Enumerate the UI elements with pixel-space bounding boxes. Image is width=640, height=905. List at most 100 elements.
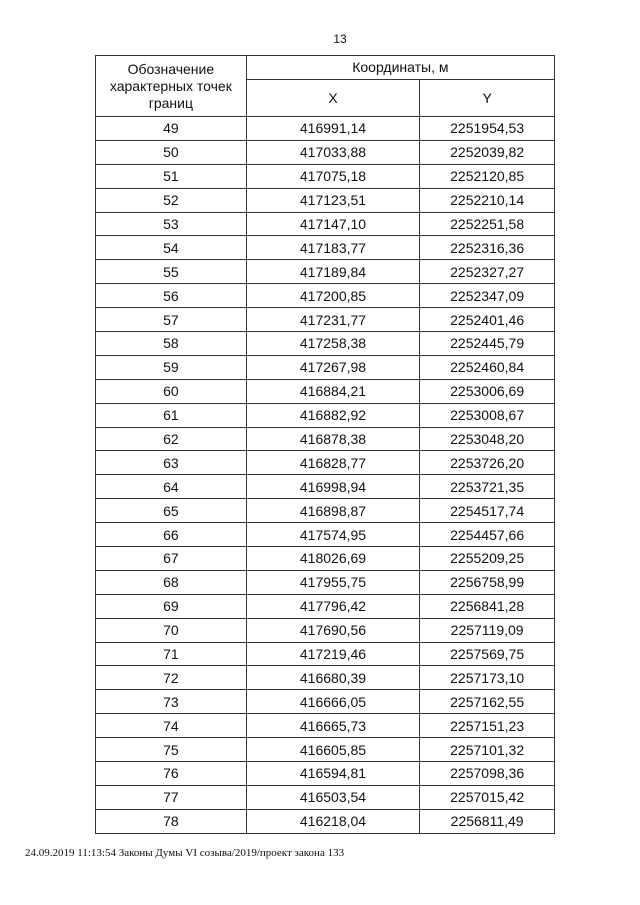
x-cell: 416991,14 — [245, 116, 421, 141]
x-cell: 417183,77 — [245, 235, 421, 261]
y-cell: 2253721,35 — [419, 474, 555, 500]
point-cell: 67 — [95, 546, 247, 571]
table-row: 70 417690,56 2257119,09 — [95, 617, 555, 643]
x-cell: 417033,88 — [245, 139, 421, 165]
table-row: 51 417075,18 2252120,85 — [95, 163, 555, 189]
point-cell: 64 — [95, 474, 247, 500]
table-row: 53 417147,10 2252251,58 — [95, 211, 555, 237]
x-cell: 416878,38 — [245, 426, 421, 452]
y-cell: 2255209,25 — [419, 546, 555, 571]
table-row: 72 416680,39 2257173,10 — [95, 665, 555, 691]
table-row: 69 417796,42 2256841,28 — [95, 593, 555, 619]
y-cell: 2256758,99 — [419, 569, 555, 595]
y-cell: 2257151,23 — [419, 713, 555, 739]
x-cell: 416665,73 — [245, 713, 421, 739]
y-cell: 2252445,79 — [419, 331, 555, 356]
point-cell: 59 — [95, 354, 247, 380]
point-cell: 65 — [95, 498, 247, 524]
y-cell: 2253008,67 — [419, 402, 555, 428]
x-cell: 417574,95 — [245, 522, 421, 548]
table-row: 71 417219,46 2257569,75 — [95, 641, 555, 667]
y-cell: 2252347,09 — [419, 283, 555, 309]
point-cell: 53 — [95, 211, 247, 237]
table-row: 62 416878,38 2253048,20 — [95, 426, 555, 452]
x-cell: 416898,87 — [245, 498, 421, 524]
table-row: 78 416218,04 2256811,49 — [95, 808, 555, 834]
x-cell: 417189,84 — [245, 259, 421, 285]
x-cell: 417796,42 — [245, 593, 421, 619]
point-designation-header: Обозначение характерных точек границ — [95, 55, 247, 117]
point-cell: 51 — [95, 163, 247, 189]
table-row: 54 417183,77 2252316,36 — [95, 235, 555, 261]
point-cell: 78 — [95, 808, 247, 834]
x-cell: 417219,46 — [245, 641, 421, 667]
point-cell: 52 — [95, 187, 247, 213]
table-row: 73 416666,05 2257162,55 — [95, 689, 555, 715]
point-cell: 49 — [95, 116, 247, 141]
point-cell: 68 — [95, 569, 247, 595]
y-cell: 2257101,32 — [419, 737, 555, 763]
x-cell: 416605,85 — [245, 737, 421, 763]
point-cell: 50 — [95, 139, 247, 165]
x-cell: 417267,98 — [245, 354, 421, 380]
x-cell: 416503,54 — [245, 784, 421, 810]
y-cell: 2253726,20 — [419, 450, 555, 476]
y-cell: 2256811,49 — [419, 808, 555, 834]
point-cell: 66 — [95, 522, 247, 548]
x-cell: 416998,94 — [245, 474, 421, 500]
point-cell: 70 — [95, 617, 247, 643]
table-row: 50 417033,88 2252039,82 — [95, 139, 555, 165]
table-row: 63 416828,77 2253726,20 — [95, 450, 555, 476]
point-cell: 72 — [95, 665, 247, 691]
point-cell: 56 — [95, 283, 247, 309]
x-cell: 416828,77 — [245, 450, 421, 476]
y-cell: 2256841,28 — [419, 593, 555, 619]
x-cell: 416884,21 — [245, 378, 421, 404]
table-row: 65 416898,87 2254517,74 — [95, 498, 555, 524]
x-cell: 416218,04 — [245, 808, 421, 834]
y-cell: 2252460,84 — [419, 354, 555, 380]
point-cell: 76 — [95, 761, 247, 786]
table-row: 64 416998,94 2253721,35 — [95, 474, 555, 500]
point-cell: 75 — [95, 737, 247, 763]
point-cell: 73 — [95, 689, 247, 715]
x-cell: 417200,85 — [245, 283, 421, 309]
table-row: 68 417955,75 2256758,99 — [95, 569, 555, 595]
point-cell: 61 — [95, 402, 247, 428]
table-row: 76 416594,81 2257098,36 — [95, 761, 555, 786]
y-cell: 2252251,58 — [419, 211, 555, 237]
x-cell: 417075,18 — [245, 163, 421, 189]
y-header: Y — [419, 79, 555, 117]
table-row: 55 417189,84 2252327,27 — [95, 259, 555, 285]
table-row: 77 416503,54 2257015,42 — [95, 784, 555, 810]
x-cell: 417231,77 — [245, 307, 421, 333]
y-cell: 2252401,46 — [419, 307, 555, 333]
y-cell: 2252327,27 — [419, 259, 555, 285]
table-row: 74 416665,73 2257151,23 — [95, 713, 555, 739]
point-cell: 69 — [95, 593, 247, 619]
y-cell: 2252210,14 — [419, 187, 555, 213]
y-cell: 2257015,42 — [419, 784, 555, 810]
table-row: 52 417123,51 2252210,14 — [95, 187, 555, 213]
y-cell: 2257173,10 — [419, 665, 555, 691]
x-cell: 416882,92 — [245, 402, 421, 428]
x-cell: 417258,38 — [245, 331, 421, 356]
table-row: 60 416884,21 2253006,69 — [95, 378, 555, 404]
y-cell: 2253048,20 — [419, 426, 555, 452]
y-cell: 2252316,36 — [419, 235, 555, 261]
footer-stamp: 24.09.2019 11:13:54 Законы Думы VI созыв… — [25, 847, 345, 859]
y-cell: 2251954,53 — [419, 116, 555, 141]
point-cell: 58 — [95, 331, 247, 356]
table-row: 61 416882,92 2253008,67 — [95, 402, 555, 428]
y-cell: 2253006,69 — [419, 378, 555, 404]
point-cell: 63 — [95, 450, 247, 476]
x-cell: 417955,75 — [245, 569, 421, 595]
point-cell: 54 — [95, 235, 247, 261]
x-header: X — [245, 79, 421, 117]
page-number: 13 — [333, 32, 347, 46]
y-cell: 2252039,82 — [419, 139, 555, 165]
y-cell: 2257098,36 — [419, 761, 555, 786]
table-row: 57 417231,77 2252401,46 — [95, 307, 555, 333]
table-row: 67 418026,69 2255209,25 — [95, 546, 555, 571]
y-cell: 2254457,66 — [419, 522, 555, 548]
